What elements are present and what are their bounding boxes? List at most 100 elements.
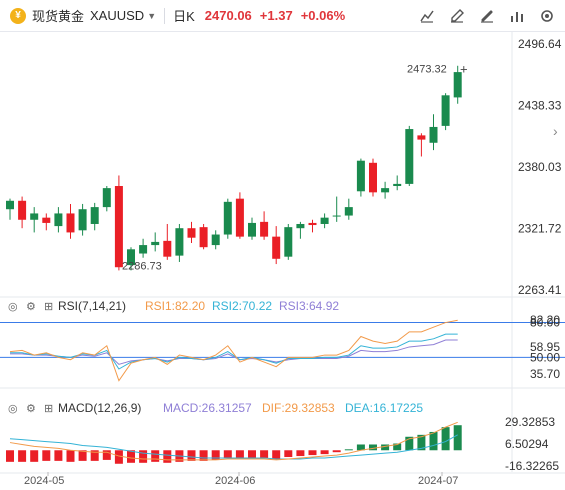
candle (417, 135, 426, 140)
macd-bar (187, 450, 196, 461)
current-price: 2470.06 (204, 8, 252, 23)
macd-bar (417, 434, 426, 451)
symbol-name[interactable]: 现货黄金 (32, 9, 85, 24)
candle (127, 249, 135, 266)
chart-canvas[interactable]: 2496.64 2438.33 2380.03 2321.72 2263.41 2473.… (0, 32, 565, 490)
symbol-code[interactable]: XAUUSD (90, 8, 145, 23)
macd-bar (369, 444, 377, 451)
rsi2-value: RSI2:70.22 (212, 299, 272, 313)
indicator-icon[interactable] (507, 6, 527, 26)
macd-bar (296, 450, 305, 457)
price-tick-label: 2321.72 (518, 221, 562, 235)
chevron-down-icon[interactable]: ▼ (147, 10, 157, 21)
drawing-icon[interactable] (417, 6, 437, 26)
macd-value: MACD:26.31257 (163, 401, 252, 415)
candle (308, 222, 317, 226)
macd-bar (429, 431, 438, 451)
macd-bar (18, 450, 27, 462)
candle (78, 209, 87, 231)
candle (296, 223, 305, 229)
candle (320, 217, 329, 224)
dea-value: DEA:16.17225 (345, 401, 423, 415)
macd-bar (308, 450, 317, 456)
macd-bar (235, 450, 244, 459)
candle (223, 201, 232, 235)
brush-icon[interactable] (477, 6, 497, 26)
price-tick-label: 2438.33 (518, 99, 562, 113)
settings-icon: ⚙ (26, 403, 36, 415)
macd-bar (30, 450, 39, 462)
candle (199, 227, 208, 248)
macd-bar (163, 450, 172, 463)
candle (211, 234, 220, 246)
candle (102, 188, 111, 208)
macd-bar (54, 450, 63, 461)
dif-value: DIF:29.32853 (262, 401, 335, 415)
dif-line (9, 421, 458, 461)
macd-bar (332, 450, 341, 453)
candle (356, 160, 365, 192)
macd-title: MACD(12,26,9) (58, 401, 141, 415)
candle (453, 72, 462, 98)
crosshair-icon: + (460, 62, 468, 77)
settings-icon[interactable] (537, 6, 557, 26)
candle (441, 95, 450, 126)
candle (393, 183, 402, 187)
pencil-icon[interactable] (447, 6, 467, 26)
macd-bar (42, 450, 51, 461)
macd-bar (6, 450, 14, 462)
macd-bar (151, 450, 160, 462)
toolbar-actions (417, 6, 557, 26)
candle (332, 215, 341, 217)
macd-tick-label: 6.50294 (505, 437, 549, 451)
macd-bar (78, 450, 87, 461)
macd-bar (114, 450, 123, 464)
macd-bar (66, 450, 75, 462)
macd-bar (211, 450, 220, 460)
candle (405, 129, 414, 184)
macd-bar (272, 450, 281, 459)
macd-bar (393, 443, 402, 451)
low-price-label: 2286.73 (122, 260, 162, 272)
macd-bar (381, 444, 390, 451)
candle (175, 228, 184, 256)
candle (90, 207, 99, 224)
candle (381, 188, 390, 193)
candle (151, 241, 160, 246)
price-change-percent: +0.06% (300, 8, 346, 23)
candle (235, 198, 244, 237)
rsi-tick-label: 58.95 (530, 340, 560, 354)
rsi-tick-label: 80.00 (530, 316, 560, 330)
macd-tick-label: -16.32265 (505, 459, 559, 473)
rsi-tick-label: 50.00 (530, 350, 560, 364)
candle (139, 245, 148, 254)
rsi1-value: RSI1:82.20 (145, 299, 205, 313)
candle (272, 236, 281, 259)
macd-bar (356, 444, 365, 451)
candle (30, 213, 39, 220)
chart-toolbar: ¥ 现货黄金 XAUUSD ▼ 日K 2470.06 +1.37 +0.06% (0, 0, 565, 32)
period-selector[interactable]: 日K (173, 9, 195, 24)
date-tick-label: 2024-05 (24, 475, 64, 487)
divider (164, 7, 166, 24)
price-tick-label: 2263.41 (518, 283, 562, 297)
macd-bar (344, 449, 353, 451)
candle (54, 213, 63, 227)
rsi2-line (10, 333, 458, 370)
rsi-tick-label: 35.70 (530, 367, 560, 381)
macd-bar (127, 450, 135, 463)
macd-bar (248, 450, 256, 458)
high-price-label: 2473.32 (407, 64, 447, 76)
candle (260, 221, 269, 237)
rsi-tick-label: 82.20 (530, 313, 560, 327)
rsi3-line (10, 339, 458, 365)
macd-bar (139, 450, 148, 463)
date-tick-label: 2024-06 (215, 475, 255, 487)
price-change: +1.37 (259, 8, 293, 23)
chevron-right-icon: › (553, 123, 558, 139)
macd-bar (223, 450, 232, 458)
candle (42, 217, 51, 223)
candle (248, 222, 256, 237)
macd-bar (199, 450, 208, 461)
settings-icon: ⚙ (26, 301, 36, 313)
